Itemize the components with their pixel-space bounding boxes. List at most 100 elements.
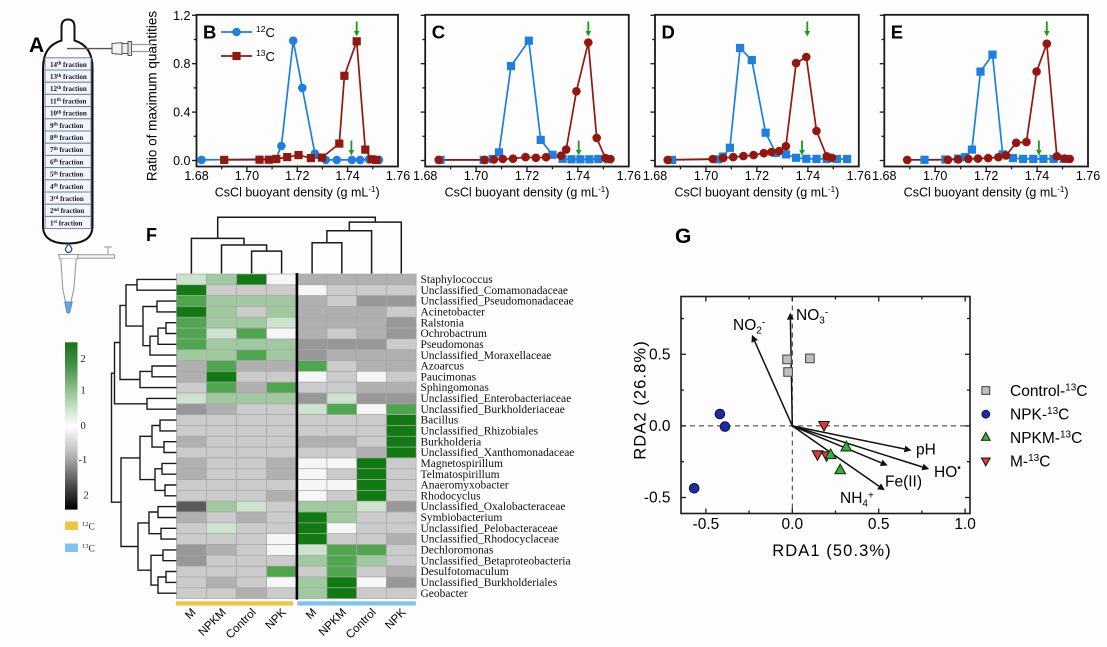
svg-text:Unclassified_Comamonadaceae: Unclassified_Comamonadaceae — [421, 285, 569, 297]
svg-text:Desulfotomaculum: Desulfotomaculum — [421, 566, 509, 578]
svg-text:Paucimonas: Paucimonas — [421, 371, 477, 383]
svg-text:1.76: 1.76 — [1076, 169, 1100, 183]
svg-text:5th fraction: 5th fraction — [50, 171, 83, 179]
svg-text:Azoarcus: Azoarcus — [421, 361, 465, 373]
svg-text:11th fraction: 11th fraction — [50, 97, 86, 105]
svg-text:1.76: 1.76 — [847, 169, 871, 183]
svg-text:NPK-13C: NPK-13C — [1010, 406, 1069, 424]
svg-text:Burkholderia: Burkholderia — [421, 436, 482, 448]
svg-text:Ochrobactrum: Ochrobactrum — [421, 328, 487, 340]
svg-text:Rhodocyclus: Rhodocyclus — [421, 490, 482, 502]
svg-text:NO3-: NO3- — [796, 307, 828, 326]
svg-text:Unclassified_Pelobacteraceae: Unclassified_Pelobacteraceae — [421, 523, 558, 535]
svg-text:Geobacter: Geobacter — [421, 588, 468, 600]
svg-text:2nd fraction: 2nd fraction — [50, 207, 84, 215]
svg-text:1.0: 1.0 — [954, 516, 976, 533]
svg-text:Unclassified_Moraxellaceae: Unclassified_Moraxellaceae — [421, 350, 552, 362]
svg-text:Staphylococcus: Staphylococcus — [421, 274, 494, 286]
svg-text:Pseudomonas: Pseudomonas — [421, 339, 485, 351]
svg-text:1.68: 1.68 — [184, 169, 208, 183]
svg-text:1.2: 1.2 — [173, 9, 190, 23]
svg-text:7th fraction: 7th fraction — [50, 146, 83, 154]
svg-text:Acinetobacter: Acinetobacter — [421, 307, 486, 319]
svg-text:Unclassified_Oxalobacteraceae: Unclassified_Oxalobacteraceae — [421, 501, 566, 513]
svg-text:0.0: 0.0 — [173, 154, 190, 168]
svg-text:0.0: 0.0 — [649, 418, 671, 435]
svg-text:-0.5: -0.5 — [693, 516, 720, 533]
svg-text:Unclassified_Rhizobiales: Unclassified_Rhizobiales — [421, 426, 539, 438]
svg-text:E: E — [891, 22, 903, 43]
svg-text:13C: 13C — [82, 543, 95, 555]
svg-text:NPKM-13C: NPKM-13C — [1010, 429, 1082, 447]
svg-text:C: C — [432, 22, 445, 43]
svg-text:Control-13C: Control-13C — [1010, 383, 1087, 401]
svg-text:Symbiobacterium: Symbiobacterium — [421, 512, 503, 524]
svg-text:0: 0 — [81, 421, 86, 432]
svg-text:RDA1 (50.3%): RDA1 (50.3%) — [772, 542, 892, 560]
svg-text:Anaeromyxobacter: Anaeromyxobacter — [421, 480, 509, 492]
svg-text:9th fraction: 9th fraction — [50, 122, 83, 130]
svg-text:1.74: 1.74 — [335, 169, 359, 183]
svg-text:CsCl buoyant density (g mL-1): CsCl buoyant density (g mL-1) — [904, 185, 1069, 200]
svg-text:Unclassified_Rhodocyclaceae: Unclassified_Rhodocyclaceae — [421, 534, 560, 546]
svg-text:8th fraction: 8th fraction — [50, 134, 83, 142]
svg-text:4th fraction: 4th fraction — [50, 183, 83, 191]
svg-text:0.8: 0.8 — [173, 57, 190, 71]
svg-text:1: 1 — [81, 386, 86, 397]
svg-text:Ratio of maximum quantities: Ratio of maximum quantities — [145, 11, 160, 182]
svg-text:1.70: 1.70 — [694, 169, 718, 183]
svg-text:CsCl buoyant density (g mL-1): CsCl buoyant density (g mL-1) — [215, 185, 380, 200]
svg-text:12C: 12C — [256, 24, 275, 40]
svg-text:2: 2 — [84, 491, 89, 502]
svg-text:G: G — [675, 225, 691, 248]
svg-text:1.72: 1.72 — [515, 169, 539, 183]
svg-text:1.68: 1.68 — [413, 169, 437, 183]
svg-text:1.74: 1.74 — [566, 169, 590, 183]
svg-text:Unclassified_Pseudomonadaceae: Unclassified_Pseudomonadaceae — [421, 296, 574, 308]
svg-text:1.74: 1.74 — [1025, 169, 1049, 183]
svg-text:pH: pH — [916, 442, 936, 459]
svg-text:Magnetospirillum: Magnetospirillum — [421, 458, 503, 470]
svg-text:Unclassified_Enterobacteriacea: Unclassified_Enterobacteriaceae — [421, 393, 572, 405]
svg-text:3rd fraction: 3rd fraction — [50, 195, 84, 203]
svg-text:1.68: 1.68 — [643, 169, 667, 183]
svg-text:M-13C: M-13C — [1010, 453, 1050, 471]
svg-text:HO•: HO• — [934, 463, 961, 481]
svg-text:13th fraction: 13th fraction — [50, 73, 87, 81]
svg-text:-0.5: -0.5 — [644, 490, 671, 507]
svg-text:CsCl buoyant density (g mL-1): CsCl buoyant density (g mL-1) — [674, 185, 839, 200]
svg-text:Ralstonia: Ralstonia — [421, 317, 464, 329]
svg-text:NO2-: NO2- — [733, 317, 765, 336]
svg-text:NH4+: NH4+ — [840, 490, 874, 509]
svg-text:A: A — [29, 34, 44, 57]
svg-text:Unclassified_Burkholderiales: Unclassified_Burkholderiales — [421, 577, 558, 589]
svg-text:10th fraction: 10th fraction — [50, 110, 87, 118]
svg-text:0.5: 0.5 — [868, 516, 890, 533]
svg-text:1.70: 1.70 — [235, 169, 259, 183]
svg-text:Telmatospirillum: Telmatospirillum — [421, 469, 500, 481]
svg-text:Bacillus: Bacillus — [421, 415, 459, 427]
svg-text:1st fraction: 1st fraction — [50, 219, 83, 227]
svg-text:1.72: 1.72 — [745, 169, 769, 183]
svg-text:Unclassified_Betaproteobacteri: Unclassified_Betaproteobacteria — [421, 555, 571, 567]
svg-text:0.0: 0.0 — [782, 516, 804, 533]
svg-text:13C: 13C — [256, 48, 275, 64]
svg-text:F: F — [146, 225, 157, 245]
svg-text:1.68: 1.68 — [872, 169, 896, 183]
svg-text:1.72: 1.72 — [285, 169, 309, 183]
svg-text:Dechloromonas: Dechloromonas — [421, 545, 494, 557]
svg-text:1.76: 1.76 — [617, 169, 641, 183]
svg-text:12C: 12C — [82, 521, 95, 533]
svg-text:1.72: 1.72 — [974, 169, 998, 183]
svg-text:6th fraction: 6th fraction — [50, 158, 83, 166]
svg-text:1.74: 1.74 — [796, 169, 820, 183]
svg-text:0.5: 0.5 — [649, 346, 671, 363]
svg-text:Unclassified_Burkholderiaceae: Unclassified_Burkholderiaceae — [421, 404, 565, 416]
svg-text:12th fraction: 12th fraction — [50, 85, 87, 93]
svg-text:1.70: 1.70 — [464, 169, 488, 183]
svg-text:Unclassified_Xanthomonadaceae: Unclassified_Xanthomonadaceae — [421, 447, 575, 459]
svg-text:D: D — [662, 22, 675, 43]
svg-text:CsCl buoyant density (g mL-1): CsCl buoyant density (g mL-1) — [445, 185, 610, 200]
svg-text:Sphingomonas: Sphingomonas — [421, 382, 490, 394]
svg-text:14th fraction: 14th fraction — [50, 61, 87, 69]
